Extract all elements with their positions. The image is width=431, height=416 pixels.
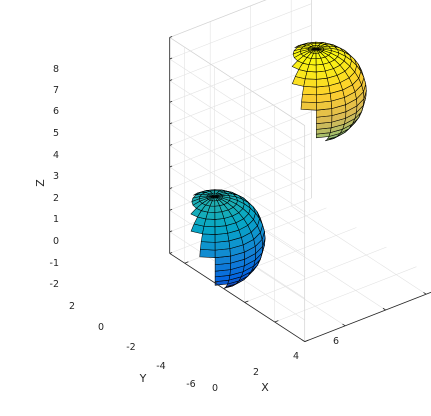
grid-line xyxy=(169,145,305,234)
box-edge xyxy=(169,0,267,38)
sphere-2-face xyxy=(303,78,317,88)
x-axis-label: X xyxy=(261,381,269,394)
grid-line xyxy=(244,246,387,303)
grid-line xyxy=(169,89,312,146)
z-tick-mark xyxy=(169,122,173,125)
z-tick-mark xyxy=(169,187,173,189)
x-tick-label: 4 xyxy=(293,351,299,362)
z-tick-label: -1 xyxy=(50,258,59,269)
y-axis-line xyxy=(169,253,305,342)
x-tick-mark xyxy=(342,323,346,327)
grid-line xyxy=(169,101,305,191)
y-tick-label: -4 xyxy=(156,361,165,372)
y-tick-mark xyxy=(244,300,249,303)
z-tick-mark xyxy=(169,36,173,38)
y-axis-label: Y xyxy=(139,372,147,385)
z-tick-mark xyxy=(169,208,173,211)
y-tick-mark xyxy=(214,281,219,284)
grid-line xyxy=(169,68,312,125)
x-axis-line xyxy=(304,291,431,342)
grid-line xyxy=(169,133,312,189)
sphere-1-face xyxy=(257,218,263,233)
grid-line xyxy=(169,0,267,38)
z-tick-label: 7 xyxy=(53,85,59,96)
x-tick-label: 2 xyxy=(253,367,259,378)
y-tick-label: -6 xyxy=(186,379,195,390)
z-tick-label: 8 xyxy=(53,64,59,75)
sphere-surfaces xyxy=(190,41,367,289)
z-tick-mark xyxy=(169,252,173,254)
sphere-2-face xyxy=(358,71,365,86)
x-tick-mark xyxy=(301,339,305,342)
sphere-1-face xyxy=(214,225,228,235)
sphere-1-face xyxy=(200,233,216,243)
grid-line xyxy=(169,58,305,148)
grid-line xyxy=(169,46,312,103)
sphere-2-face xyxy=(316,85,331,96)
sphere-1-face xyxy=(214,232,230,243)
sphere-2-face xyxy=(302,86,317,96)
grid-line xyxy=(291,205,427,295)
z-tick-label: 3 xyxy=(53,171,59,182)
grid-line xyxy=(169,123,305,213)
box-edge xyxy=(169,37,305,126)
grid-line xyxy=(169,3,312,60)
x-tick-label: 6 xyxy=(333,336,339,347)
z-tick-label: 2 xyxy=(53,193,59,204)
z-tick-mark xyxy=(169,230,173,233)
y-tick-mark xyxy=(184,261,189,264)
grid-line xyxy=(304,292,431,342)
sphere-2-face xyxy=(301,93,317,103)
z-tick-label: 1 xyxy=(53,214,59,225)
sphere-1-face xyxy=(199,249,216,258)
z-tick-mark xyxy=(169,79,173,81)
z-tick-mark xyxy=(169,165,173,168)
y-tick-label: 2 xyxy=(69,301,75,312)
sphere-2-face xyxy=(316,77,330,88)
y-tick-label: -2 xyxy=(126,342,135,353)
z-tick-mark xyxy=(169,57,173,60)
axes-lines xyxy=(169,36,431,342)
z-tick-label: 4 xyxy=(53,150,59,161)
z-tick-mark xyxy=(169,144,173,146)
z-axis-label: Z xyxy=(34,179,47,187)
z-tick-mark xyxy=(169,100,173,103)
grid-line xyxy=(169,80,305,170)
sphere-2-face xyxy=(300,101,317,111)
sphere-2-face xyxy=(304,71,317,80)
grid-line xyxy=(274,266,417,323)
sphere-1-face xyxy=(202,225,216,235)
y-tick-label: 0 xyxy=(98,322,104,333)
grid-line xyxy=(169,111,312,168)
z-tick-label: 5 xyxy=(53,128,59,139)
z-tick-label: 0 xyxy=(53,236,59,247)
sphere-1-face xyxy=(200,241,216,251)
y-tick-mark xyxy=(274,320,279,323)
z-tick-label: -2 xyxy=(50,279,59,290)
sphere-1-face xyxy=(203,218,216,228)
y-tick-mark xyxy=(304,339,309,342)
grid-line xyxy=(250,221,386,311)
grid-line xyxy=(169,25,312,81)
tick-labels: 8 7 6 5 4 3 2 1 0 -1 -2 2 0 -2 -4 -6 0 2… xyxy=(50,64,340,394)
z-tick-label: 6 xyxy=(53,106,59,117)
x-tick-mark xyxy=(423,292,427,295)
x-tick-mark xyxy=(382,307,386,311)
x-tick-label: 0 xyxy=(212,383,218,394)
